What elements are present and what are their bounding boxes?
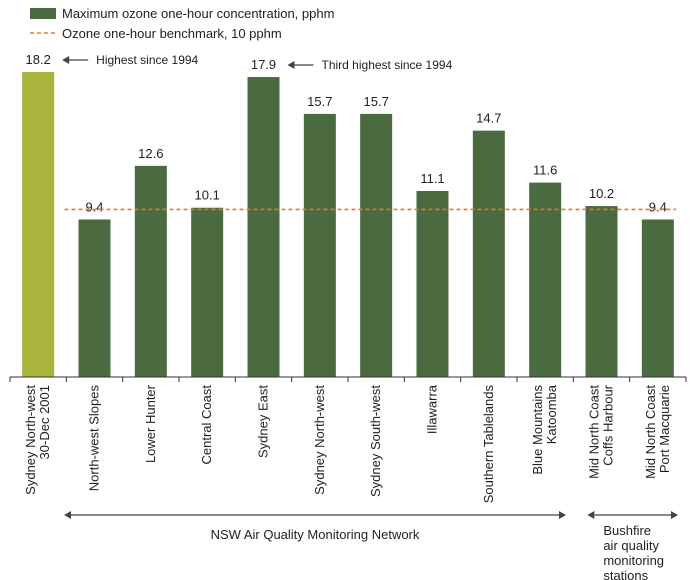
- x-axis-ticks: [10, 377, 686, 382]
- value-label-2: 12.6: [138, 146, 163, 161]
- bar-7: [417, 191, 449, 377]
- category-label-5: Sydney North-west: [312, 385, 327, 495]
- group-label-1: Bushfire air quality monitoring stations: [603, 523, 664, 580]
- group-bracket-right-arrow-0: [559, 511, 566, 519]
- group-bracket-right-arrow-1: [671, 511, 678, 519]
- legend: Maximum ozone one-hour concentration, pp…: [30, 6, 334, 41]
- category-label-6: Sydney South-west: [368, 385, 383, 497]
- category-label-2: Lower Hunter: [143, 384, 158, 463]
- bar-11: [642, 219, 674, 377]
- category-label-4: Sydney East: [256, 385, 271, 458]
- value-label-4: 17.9: [251, 57, 276, 72]
- bar-4: [248, 77, 280, 377]
- value-label-7: 11.1: [420, 171, 444, 186]
- group-bracket-left-arrow-1: [587, 511, 594, 519]
- category-label-0: Sydney North-west30-Dec 2001: [23, 385, 52, 495]
- category-label-10: Mid North CoastCoffs Harbour: [587, 384, 616, 479]
- bar-0: [22, 72, 54, 377]
- bar-2: [135, 166, 167, 377]
- value-label-9: 11.6: [533, 163, 557, 178]
- annotation-text-1: Third highest since 1994: [322, 58, 453, 72]
- bar-6: [360, 114, 392, 377]
- value-label-5: 15.7: [307, 94, 332, 109]
- legend-label-max-ozone: Maximum ozone one-hour concentration, pp…: [62, 6, 334, 21]
- category-labels-group: Sydney North-west30-Dec 2001 North-west S…: [23, 384, 672, 503]
- bar-9: [529, 183, 561, 377]
- value-label-10: 10.2: [589, 186, 614, 201]
- group-label-0: NSW Air Quality Monitoring Network: [211, 527, 420, 542]
- bar-1: [79, 219, 111, 377]
- category-label-7: Illawarra: [425, 384, 440, 434]
- category-label-1: North-west Slopes: [87, 385, 102, 492]
- group-bracket-left-arrow-0: [64, 511, 71, 519]
- value-label-6: 15.7: [364, 94, 389, 109]
- bar-3: [191, 208, 223, 377]
- value-label-11: 9.4: [649, 199, 667, 214]
- annotation-arrowhead-0: [62, 56, 69, 64]
- category-label-9: Blue MountainsKatoomba: [530, 384, 559, 474]
- value-label-0: 18.2: [26, 52, 51, 67]
- value-label-1: 9.4: [85, 199, 103, 214]
- bars-group: [22, 72, 674, 377]
- bar-8: [473, 131, 505, 377]
- bar-10: [586, 206, 618, 377]
- legend-label-benchmark: Ozone one-hour benchmark, 10 pphm: [62, 26, 282, 41]
- value-label-3: 10.1: [195, 188, 220, 203]
- value-labels-group: 18.2 9.4 12.6 10.1 17.9 15.7 15.7 11.1 14.7 11.6 1…: [26, 52, 667, 214]
- category-label-11: Mid North CoastPort Macquarie: [643, 385, 672, 479]
- annotation-arrowhead-1: [288, 61, 295, 69]
- bar-5: [304, 114, 336, 377]
- category-label-3: Central Coast: [199, 385, 214, 465]
- group-brackets: NSW Air Quality Monitoring Network Bushfi…: [64, 511, 678, 580]
- legend-swatch-max-ozone: [30, 8, 56, 19]
- annotation-text-0: Highest since 1994: [96, 53, 198, 67]
- value-label-8: 14.7: [476, 111, 501, 126]
- category-label-8: Southern Tablelands: [481, 385, 496, 504]
